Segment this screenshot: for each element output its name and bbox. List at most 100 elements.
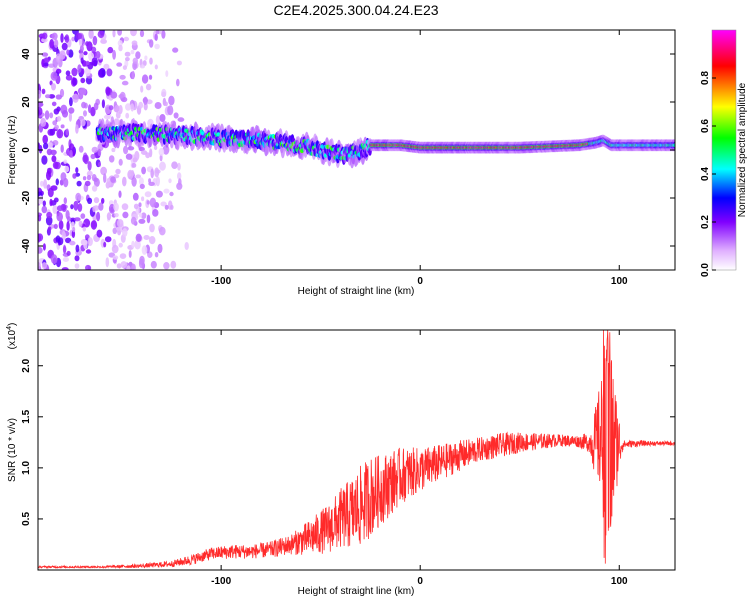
- spectrogram-cell: [130, 30, 137, 37]
- spectrogram-cell: [72, 150, 76, 157]
- spectrogram-cell: [112, 255, 119, 260]
- spectrogram-cell: [66, 221, 70, 231]
- spectrogram-cell: [145, 83, 152, 91]
- spectrogram-cell: [125, 112, 130, 119]
- multiplier-exponent: 4: [6, 326, 13, 330]
- spectrogram-cell: [50, 71, 58, 81]
- snr-y-ticks: 0.5 1.0 1.5 2.0: [21, 358, 675, 526]
- spectrogram-cell: [55, 53, 61, 63]
- spectrogram-cell: [131, 240, 135, 249]
- spectrogram-cell: [167, 105, 174, 116]
- spectrogram-cell: [110, 176, 116, 183]
- y-tick-label: -40: [21, 238, 32, 253]
- spectrogram-cell: [155, 115, 161, 125]
- spectrogram-cell: [81, 68, 85, 75]
- spectrogram-cell: [90, 106, 96, 117]
- spectrogram-cell: [164, 101, 168, 107]
- spectrogram-cell: [112, 227, 118, 234]
- spectrogram-cell: [130, 216, 137, 225]
- spectrogram-cell: [73, 217, 81, 222]
- spectrogram-cell: [173, 112, 179, 119]
- spectrogram-cell: [47, 226, 52, 231]
- x-tick-label: 0: [417, 276, 423, 287]
- spectrogram-cell: [77, 64, 82, 73]
- spectrogram-cell: [68, 112, 72, 122]
- spectrogram-cell: [100, 166, 107, 176]
- spectrogram-cell: [101, 197, 105, 204]
- spectrogram-cell: [47, 187, 54, 198]
- spectrogram-cell: [61, 110, 69, 118]
- spectrogram-cell: [52, 205, 58, 214]
- spectrogram-panel: -100 0 100 -40 -20 0 20 40 Height of straight …: [7, 29, 676, 297]
- spectrogram-cell: [71, 67, 78, 77]
- spectrogram-cell: [139, 64, 146, 69]
- spectrogram-cell: [142, 60, 147, 67]
- spectrogram-cell: [50, 149, 57, 156]
- spectrogram-cell: [91, 221, 96, 228]
- spectrogram-cell: [116, 62, 123, 67]
- spectrogram-cell: [98, 202, 104, 211]
- spectrogram-cell: [116, 219, 124, 228]
- spectrogram-cell: [138, 218, 146, 224]
- x-tick-label: -100: [211, 576, 231, 587]
- spectrogram-cell: [130, 103, 135, 112]
- spectrogram-cell: [105, 257, 110, 268]
- spectrogram-cell: [91, 146, 99, 153]
- spectrogram-cell: [58, 220, 64, 230]
- y-tick-label: 0: [21, 147, 32, 153]
- spectrogram-cell: [80, 57, 84, 64]
- spectrogram-cell: [83, 239, 88, 250]
- spectrogram-cell: [51, 32, 58, 40]
- spectrogram-cell: [82, 226, 87, 232]
- spectrogram-cell: [122, 176, 127, 187]
- spectrogram-cell: [65, 128, 69, 136]
- spectrogram-cell: [53, 39, 59, 48]
- spectrogram-cell: [154, 102, 162, 109]
- y-tick-label: -20: [21, 190, 32, 205]
- spectrogram-cell: [56, 106, 61, 112]
- colorbar-ticks: 0.0 0.2 0.4 0.6 0.8: [700, 71, 716, 277]
- spectrogram-cell: [64, 34, 70, 43]
- spectrogram-cell: [38, 102, 44, 107]
- spectrogram-cell: [146, 214, 151, 224]
- spectrogram-cell: [90, 153, 96, 160]
- spectrogram-cell: [45, 215, 53, 226]
- spectrogram-cell: [141, 196, 145, 202]
- spectrogram-cell: [154, 252, 159, 258]
- spectrogram-cell: [61, 42, 68, 51]
- spectrogram-cell: [144, 191, 152, 198]
- spectrogram-cell: [117, 30, 122, 36]
- spectrogram-cell: [88, 104, 92, 113]
- spectrogram-cell: [149, 223, 155, 233]
- spectrogram-cell: [68, 107, 75, 114]
- spectrogram-cell: [72, 77, 78, 86]
- snr-frame: [37, 329, 676, 571]
- spectrogram-cell: [155, 190, 163, 198]
- spectrogram-cell: [91, 57, 98, 67]
- spectrogram-cell: [44, 110, 50, 120]
- spectrogram-cell: [123, 145, 129, 155]
- colorbar-tick-label: 0.6: [700, 119, 711, 133]
- spectrogram-cell: [141, 74, 149, 84]
- spectrogram-cell: [113, 118, 120, 126]
- spectrogram-cell: [38, 144, 43, 154]
- spectrogram-cell: [132, 57, 138, 64]
- spectrogram-cell: [51, 101, 57, 107]
- spectrogram-cell: [52, 120, 58, 126]
- spectrogram-cell: [49, 198, 53, 207]
- spectrogram-cell: [68, 49, 74, 58]
- spectrogram-cell: [111, 244, 119, 254]
- spectrogram-cell: [108, 155, 115, 163]
- spectrogram-cell: [43, 142, 49, 150]
- spectrogram-cell: [131, 162, 137, 168]
- spectrogram-cell: [64, 165, 70, 173]
- spectrogram-cell: [143, 235, 150, 240]
- spectrogram-cell: [154, 64, 158, 70]
- spectrogram-cell: [41, 58, 45, 68]
- spectrogram-cell: [41, 88, 46, 95]
- spectrogram-cell: [162, 144, 170, 155]
- spectrogram-cell: [133, 203, 139, 210]
- spectrogram-cell: [148, 74, 153, 80]
- spectrogram-cell: [38, 106, 43, 116]
- spectrogram-cell: [139, 183, 145, 190]
